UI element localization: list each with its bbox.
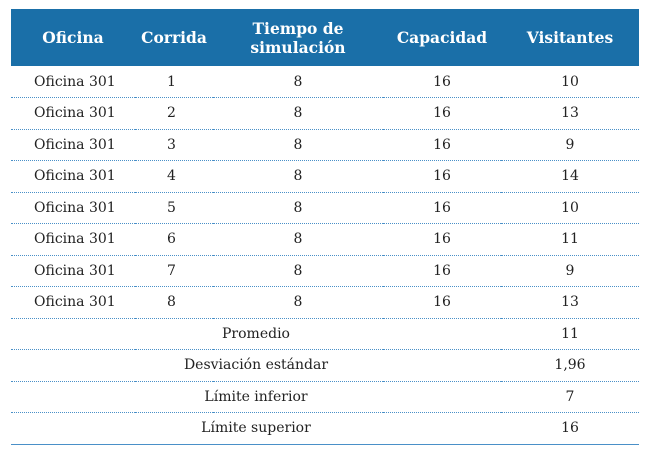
simulation-results-table-container: Oficina Corrida Tiempo de simulación Cap…: [11, 9, 639, 445]
cell-office: Oficina 301: [11, 97, 135, 130]
table-row: Oficina 301 5 8 16 10: [11, 192, 639, 224]
summary-row-std-dev: Desviación estándar 1,96: [11, 349, 639, 382]
cell-sim-time: 8: [213, 66, 383, 98]
cell-sim-time: 8: [213, 223, 383, 256]
table-body: Oficina 301 1 8 16 10 Oficina 301 2 8 16…: [11, 66, 639, 445]
summary-label: Desviación estándar: [11, 349, 501, 382]
cell-visitors: 9: [501, 255, 639, 287]
summary-row-mean: Promedio 11: [11, 318, 639, 350]
table-header: Oficina Corrida Tiempo de simulación Cap…: [11, 9, 639, 66]
cell-run: 5: [135, 192, 213, 224]
cell-run: 7: [135, 255, 213, 287]
header-office: Oficina: [42, 28, 104, 47]
cell-capacity: 16: [383, 223, 501, 256]
cell-sim-time: 8: [213, 160, 383, 193]
table-row: Oficina 301 3 8 16 9: [11, 129, 639, 161]
summary-value: 7: [501, 381, 639, 413]
cell-visitors: 9: [501, 129, 639, 161]
header-capacity: Capacidad: [396, 28, 488, 47]
header-sim-time-line2: simulación: [250, 37, 346, 57]
table-row: Oficina 301 4 8 16 14: [11, 160, 639, 193]
summary-row-lower-limit: Límite inferior 7: [11, 381, 639, 413]
cell-sim-time: 8: [213, 129, 383, 161]
cell-visitors: 10: [501, 192, 639, 224]
cell-capacity: 16: [383, 286, 501, 319]
cell-office: Oficina 301: [11, 255, 135, 287]
cell-capacity: 16: [383, 192, 501, 224]
cell-sim-time: 8: [213, 255, 383, 287]
cell-capacity: 16: [383, 97, 501, 130]
cell-run: 8: [135, 286, 213, 319]
header-row: Oficina Corrida Tiempo de simulación Cap…: [11, 9, 639, 66]
table-row: Oficina 301 7 8 16 9: [11, 255, 639, 287]
table-row: Oficina 301 1 8 16 10: [11, 66, 639, 98]
cell-office: Oficina 301: [11, 160, 135, 193]
cell-office: Oficina 301: [11, 66, 135, 98]
table-row: Oficina 301 2 8 16 13: [11, 97, 639, 130]
cell-capacity: 16: [383, 129, 501, 161]
cell-visitors: 13: [501, 286, 639, 319]
cell-sim-time: 8: [213, 97, 383, 130]
cell-run: 1: [135, 66, 213, 98]
cell-run: 3: [135, 129, 213, 161]
cell-office: Oficina 301: [11, 223, 135, 256]
summary-value: 1,96: [501, 349, 639, 382]
header-sim-time-line1: Tiempo de: [252, 18, 344, 38]
cell-visitors: 10: [501, 66, 639, 98]
cell-capacity: 16: [383, 160, 501, 193]
cell-office: Oficina 301: [11, 286, 135, 319]
table-row: Oficina 301 6 8 16 11: [11, 223, 639, 256]
header-visitors: Visitantes: [526, 28, 614, 47]
summary-value: 16: [501, 412, 639, 445]
cell-visitors: 14: [501, 160, 639, 193]
header-run: Corrida: [141, 28, 207, 47]
table-row: Oficina 301 8 8 16 13: [11, 286, 639, 319]
summary-label: Límite superior: [11, 412, 501, 445]
cell-run: 4: [135, 160, 213, 193]
summary-row-upper-limit: Límite superior 16: [11, 412, 639, 445]
cell-run: 2: [135, 97, 213, 130]
cell-visitors: 13: [501, 97, 639, 130]
summary-value: 11: [501, 318, 639, 350]
cell-run: 6: [135, 223, 213, 256]
cell-office: Oficina 301: [11, 129, 135, 161]
cell-office: Oficina 301: [11, 192, 135, 224]
header-sim-time: Tiempo de simulación: [213, 9, 383, 66]
cell-sim-time: 8: [213, 286, 383, 319]
summary-label: Límite inferior: [11, 381, 501, 413]
cell-visitors: 11: [501, 223, 639, 256]
summary-label: Promedio: [11, 318, 501, 350]
cell-sim-time: 8: [213, 192, 383, 224]
cell-capacity: 16: [383, 66, 501, 98]
cell-capacity: 16: [383, 255, 501, 287]
simulation-results-table: Oficina Corrida Tiempo de simulación Cap…: [11, 9, 639, 445]
